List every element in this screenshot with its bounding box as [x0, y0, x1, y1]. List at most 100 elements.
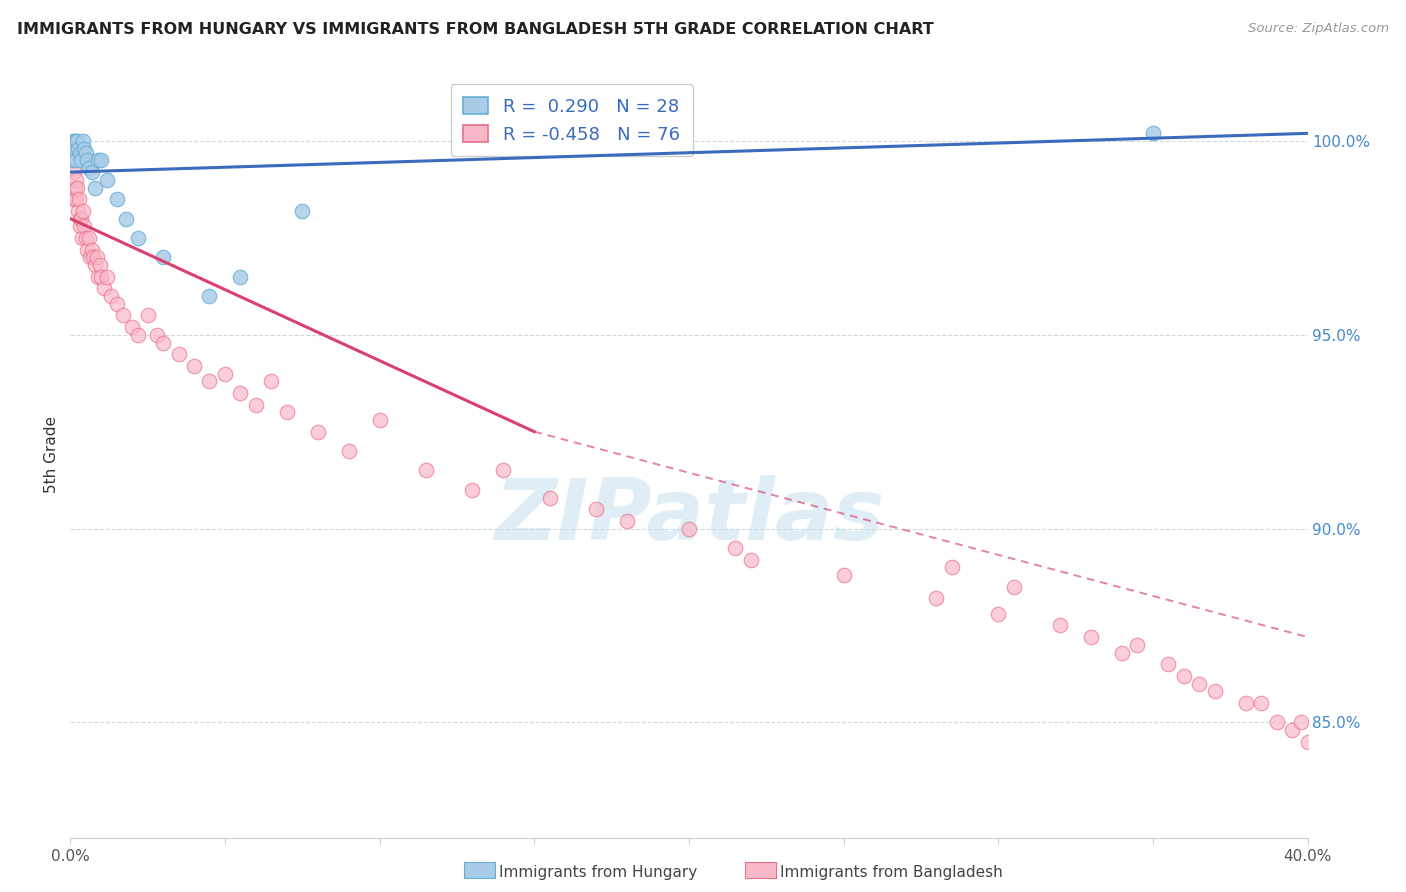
- Point: [66, 180, 89, 194]
- Point: [70, 153, 93, 168]
- Point: [198, 374, 221, 388]
- Point: [63, 134, 86, 148]
- Point: [337, 444, 360, 458]
- Point: [127, 231, 149, 245]
- Point: [1281, 723, 1303, 737]
- Point: [307, 425, 329, 439]
- Point: [76, 243, 98, 257]
- Point: [70, 231, 93, 245]
- Point: [105, 192, 128, 206]
- Point: [87, 153, 110, 168]
- Point: [276, 405, 298, 419]
- Point: [115, 211, 138, 226]
- Point: [585, 502, 607, 516]
- Point: [724, 541, 747, 555]
- Text: IMMIGRANTS FROM HUNGARY VS IMMIGRANTS FROM BANGLADESH 5TH GRADE CORRELATION CHAR: IMMIGRANTS FROM HUNGARY VS IMMIGRANTS FR…: [17, 22, 934, 37]
- Point: [368, 413, 391, 427]
- Point: [67, 203, 90, 218]
- Point: [96, 269, 118, 284]
- Point: [73, 142, 96, 156]
- Point: [63, 165, 86, 179]
- Point: [1126, 638, 1149, 652]
- Point: [90, 269, 112, 284]
- Point: [198, 289, 221, 303]
- Point: [1291, 715, 1313, 730]
- Point: [183, 359, 205, 373]
- Point: [832, 568, 855, 582]
- Point: [1234, 696, 1257, 710]
- Point: [70, 211, 93, 226]
- Point: [86, 250, 108, 264]
- Point: [84, 258, 107, 272]
- Point: [214, 367, 236, 381]
- Point: [136, 309, 159, 323]
- Point: [67, 192, 90, 206]
- Point: [1049, 618, 1071, 632]
- Point: [152, 335, 174, 350]
- Point: [73, 219, 96, 234]
- Point: [67, 142, 90, 156]
- Point: [105, 297, 128, 311]
- Point: [740, 552, 762, 566]
- Point: [89, 258, 111, 272]
- Y-axis label: 5th Grade: 5th Grade: [44, 417, 59, 493]
- Point: [1188, 676, 1211, 690]
- Point: [127, 327, 149, 342]
- Point: [538, 491, 561, 505]
- Point: [1265, 715, 1288, 730]
- Point: [111, 309, 134, 323]
- Point: [93, 281, 115, 295]
- Point: [616, 514, 638, 528]
- Point: [75, 145, 97, 160]
- Point: [69, 145, 91, 160]
- Point: [167, 347, 190, 361]
- Point: [75, 231, 97, 245]
- Point: [65, 153, 87, 168]
- Point: [1204, 684, 1226, 698]
- Text: ZIPatlas: ZIPatlas: [494, 475, 884, 558]
- Point: [291, 203, 314, 218]
- Point: [84, 180, 107, 194]
- Point: [66, 134, 89, 148]
- Point: [229, 386, 252, 401]
- Point: [72, 134, 94, 148]
- Point: [146, 327, 169, 342]
- Point: [1250, 696, 1272, 710]
- Point: [678, 522, 700, 536]
- Point: [77, 231, 100, 245]
- Point: [72, 203, 94, 218]
- Point: [69, 219, 91, 234]
- Point: [1111, 646, 1133, 660]
- Point: [260, 374, 283, 388]
- Point: [63, 142, 86, 156]
- Point: [941, 560, 963, 574]
- Point: [461, 483, 484, 497]
- Point: [62, 192, 84, 206]
- Point: [80, 243, 103, 257]
- Point: [1080, 630, 1102, 644]
- Text: Immigrants from Bangladesh: Immigrants from Bangladesh: [780, 865, 1002, 880]
- Point: [152, 250, 174, 264]
- Legend: R =  0.290   N = 28, R = -0.458   N = 76: R = 0.290 N = 28, R = -0.458 N = 76: [450, 84, 693, 156]
- Point: [65, 192, 87, 206]
- Point: [80, 165, 103, 179]
- Point: [77, 161, 100, 176]
- Point: [1157, 657, 1180, 672]
- Point: [121, 320, 143, 334]
- Point: [229, 269, 252, 284]
- Point: [100, 289, 122, 303]
- Point: [492, 463, 515, 477]
- Point: [69, 211, 91, 226]
- Text: Immigrants from Hungary: Immigrants from Hungary: [499, 865, 697, 880]
- Point: [60, 153, 83, 168]
- Point: [245, 398, 267, 412]
- Point: [82, 250, 105, 264]
- Point: [1002, 580, 1025, 594]
- Point: [65, 134, 87, 148]
- Point: [1173, 669, 1195, 683]
- Point: [90, 153, 112, 168]
- Point: [987, 607, 1010, 621]
- Point: [1296, 734, 1319, 748]
- Point: [65, 173, 87, 187]
- Point: [87, 269, 110, 284]
